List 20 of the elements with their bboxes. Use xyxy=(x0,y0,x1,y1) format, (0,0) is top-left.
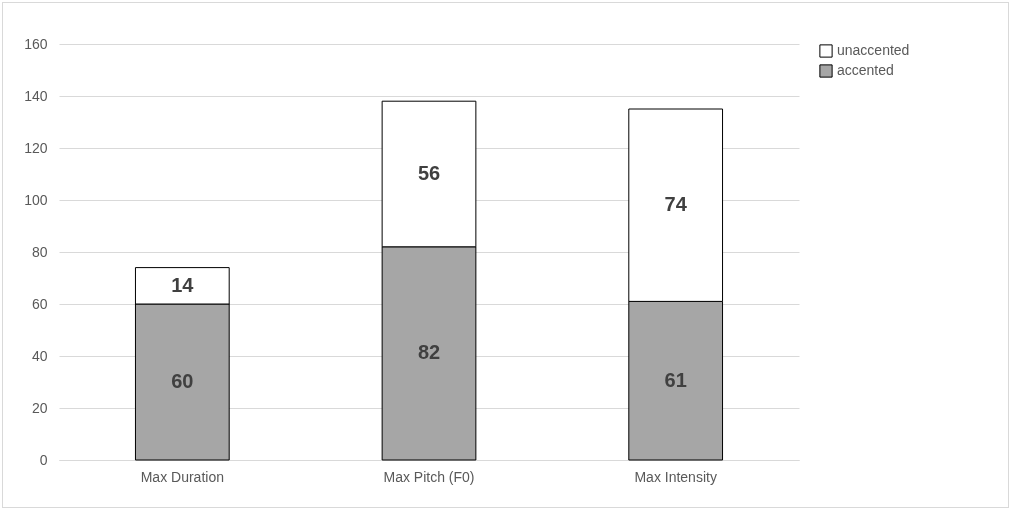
y-tick-label: 100 xyxy=(24,191,48,208)
data-label: 56 xyxy=(417,162,441,184)
x-tick-label: Max Duration xyxy=(140,468,224,485)
legend-label: accented xyxy=(837,62,894,78)
y-tick-label: 80 xyxy=(31,243,48,260)
x-tick-label: Max Pitch (F0) xyxy=(383,468,475,485)
y-tick-label: 40 xyxy=(31,347,48,364)
y-tick-label: 160 xyxy=(24,35,48,52)
data-label: 60 xyxy=(171,370,194,392)
y-tick-label: 120 xyxy=(24,139,48,156)
y-tick-label: 0 xyxy=(39,451,48,468)
data-label: 74 xyxy=(664,193,688,216)
y-tick-label: 20 xyxy=(31,399,48,416)
data-label: 82 xyxy=(417,341,441,364)
data-label: 14 xyxy=(171,273,195,296)
x-tick-label: Max Intensity xyxy=(634,468,717,485)
y-tick-label: 140 xyxy=(24,87,48,104)
y-tick-label: 60 xyxy=(31,295,48,312)
data-label: 61 xyxy=(664,368,687,391)
legend-label: unaccented xyxy=(837,42,910,58)
